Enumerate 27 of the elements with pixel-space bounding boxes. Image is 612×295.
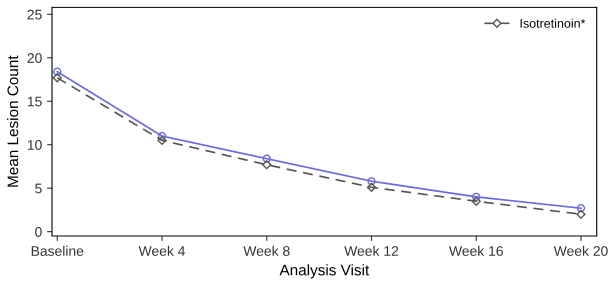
x-tick-label: Week 12: [344, 246, 398, 256]
x-axis-title: Analysis Visit: [280, 264, 370, 278]
x-tick-label: Baseline: [32, 246, 84, 256]
y-tick-label: 10: [28, 140, 42, 150]
y-axis-title: Mean Lesion Count: [7, 56, 18, 187]
point: [157, 136, 167, 145]
point: [53, 68, 62, 76]
point: [576, 204, 586, 212]
legend-label: Isotretinoin*: [520, 18, 586, 28]
y-tick-label: 15: [28, 96, 42, 106]
point: [367, 177, 376, 186]
y-tick-label: 25: [28, 10, 42, 20]
x-tick-label: Week 4: [138, 246, 186, 256]
point: [52, 73, 62, 82]
point: [576, 210, 586, 219]
x-tick-label: Week 16: [449, 246, 503, 256]
x-tick-label: Week 20: [554, 246, 608, 256]
x-tick-label: Week 8: [243, 246, 290, 256]
point: [262, 154, 271, 163]
y-tick-label: 5: [35, 184, 42, 194]
point: [158, 132, 166, 140]
y-tick-label: 20: [28, 53, 42, 63]
point: [262, 160, 272, 170]
point: [366, 182, 376, 192]
point: [472, 196, 481, 206]
point: [472, 192, 480, 202]
y-tick-label: 0: [35, 226, 42, 237]
